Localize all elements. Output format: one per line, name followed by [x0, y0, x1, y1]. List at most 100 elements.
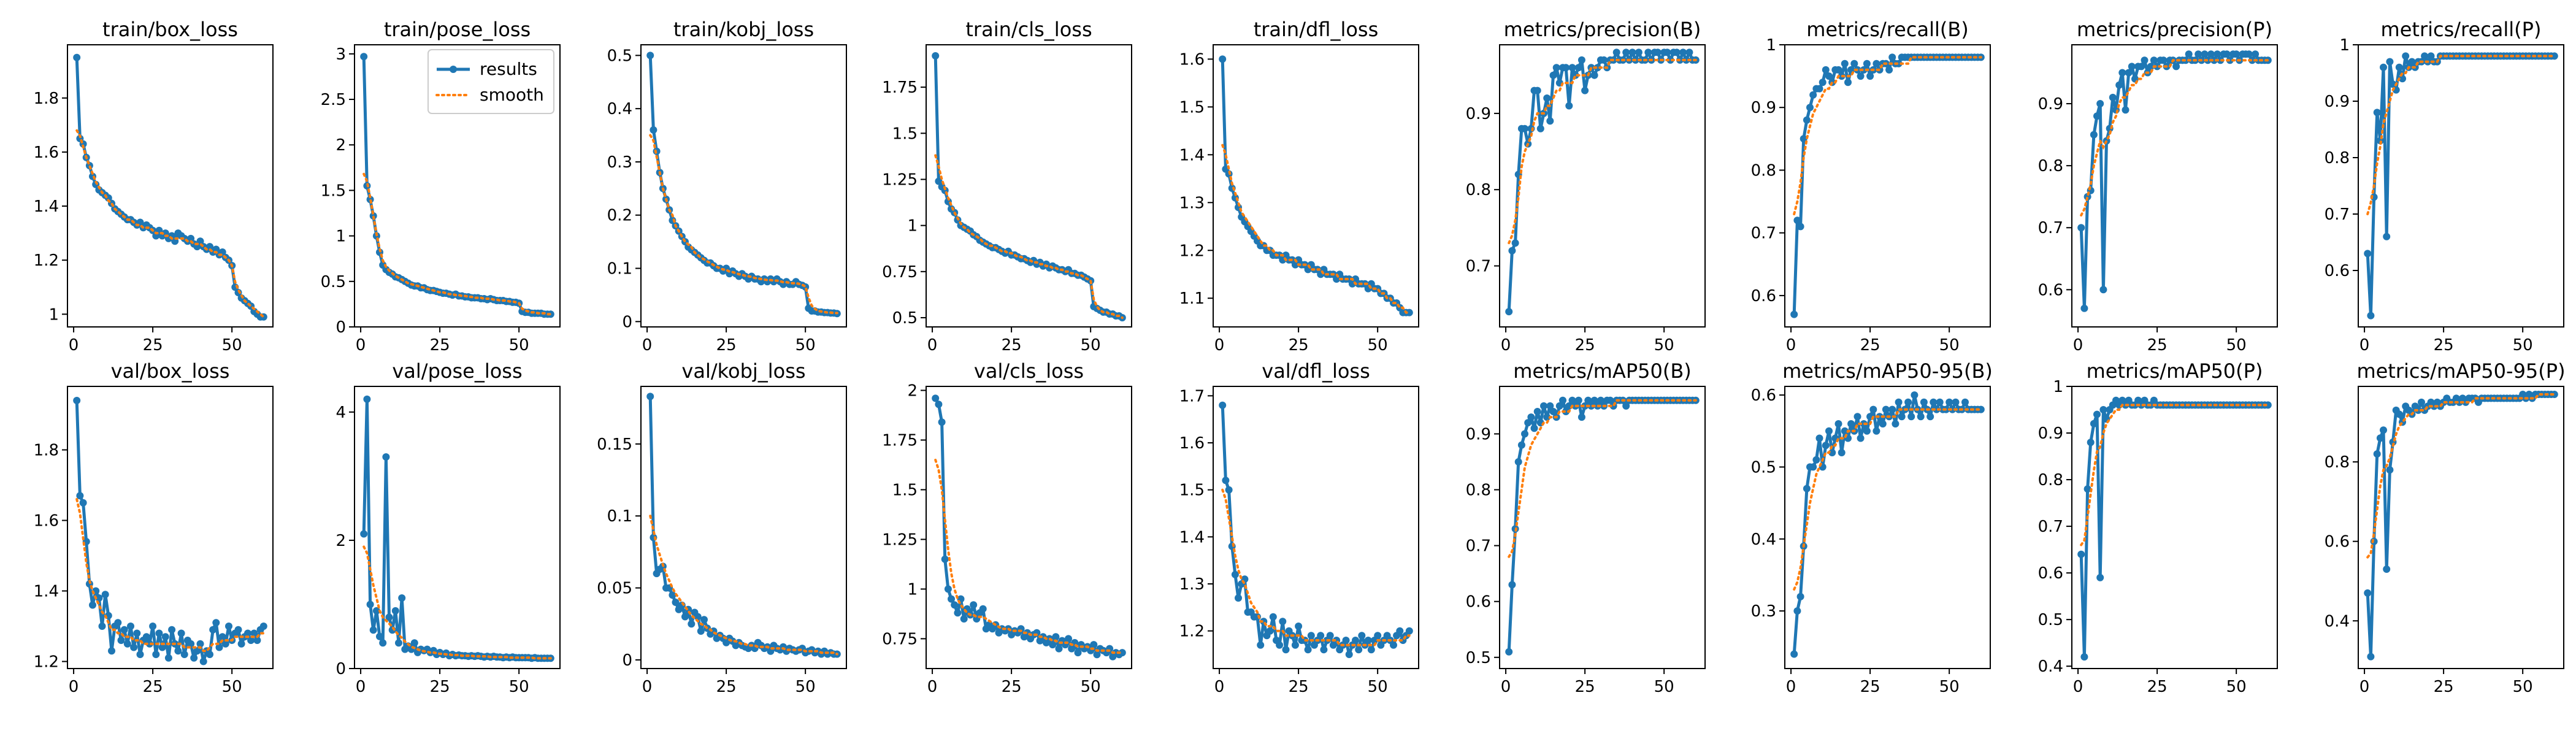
- chart-title: metrics/precision(P): [2077, 18, 2272, 41]
- results-point: [76, 492, 84, 500]
- results-point: [1892, 420, 1899, 427]
- x-tick-label: 50: [2513, 678, 2533, 696]
- y-tick-label: 0: [622, 313, 632, 331]
- y-tick-label: 0.75: [882, 263, 918, 282]
- results-point: [1345, 651, 1353, 658]
- results-point: [410, 639, 418, 647]
- results-point: [2096, 573, 2104, 581]
- results-point: [120, 626, 128, 634]
- chart-panel: val/dfl_loss 0 25 50 1.2 1.3 1.4 1.5 1.6 1.7: [1179, 359, 1419, 696]
- results-point: [1673, 48, 1681, 56]
- results-point: [1809, 463, 1817, 471]
- results-point: [948, 595, 955, 603]
- results-point: [2370, 537, 2378, 545]
- y-tick-label: 1: [335, 228, 346, 246]
- results-point: [2380, 426, 2387, 434]
- results-point: [79, 499, 87, 507]
- results-point: [2096, 100, 2104, 107]
- results-point: [221, 640, 229, 648]
- results-point: [215, 643, 223, 651]
- x-tick-label: 50: [1081, 678, 1101, 696]
- results-point: [2386, 58, 2394, 66]
- results-point: [1803, 485, 1811, 493]
- y-tick-label: 0.8: [1751, 161, 1776, 180]
- results-point: [2128, 63, 2136, 71]
- results-point: [1235, 594, 1242, 602]
- results-point: [1055, 645, 1063, 653]
- x-tick-label: 50: [795, 336, 816, 355]
- results-point: [155, 629, 163, 637]
- results-point: [1574, 64, 1582, 72]
- results-point: [2141, 56, 2149, 64]
- results-point: [2373, 450, 2381, 458]
- y-tick-label: 0.7: [1751, 224, 1776, 243]
- chart-panel: metrics/recall(B) 0 25 50 0.6 0.7 0.8 0.9 1: [1751, 18, 1991, 355]
- y-tick-label: 0: [335, 318, 346, 337]
- results-point: [1549, 71, 1557, 79]
- results-point: [1358, 632, 1366, 640]
- chart-title: val/dfl_loss: [1262, 359, 1370, 383]
- results-point: [1581, 402, 1589, 410]
- results-point: [1888, 53, 1896, 61]
- results-point: [1565, 102, 1573, 110]
- results-point: [1622, 402, 1630, 410]
- results-point: [694, 613, 702, 621]
- results-point: [954, 609, 962, 617]
- results-point: [2383, 232, 2391, 240]
- results-point: [1873, 427, 1880, 435]
- results-point: [193, 647, 201, 655]
- results-point: [1508, 247, 1516, 255]
- results-point: [1666, 56, 1674, 64]
- results-point: [1644, 48, 1652, 56]
- results-point: [1549, 408, 1557, 415]
- y-tick-label: 2: [335, 136, 346, 155]
- results-point: [1597, 396, 1604, 404]
- axes-frame: [640, 386, 847, 669]
- results-point: [2364, 589, 2372, 597]
- y-tick-label: 1.4: [34, 583, 59, 601]
- x-tick-label: 0: [2359, 336, 2370, 355]
- results-point: [1533, 408, 1541, 415]
- chart-panel: metrics/mAP50(P) 0 25 50 0.4 0.5 0.6 0.7 0.8 0.9 1: [2038, 359, 2278, 696]
- results-point: [1838, 449, 1846, 456]
- results-point: [89, 601, 96, 609]
- results-point: [363, 395, 371, 403]
- results-point: [1511, 239, 1519, 247]
- results-point: [646, 393, 654, 401]
- results-point: [2210, 56, 2218, 64]
- results-point: [2373, 109, 2381, 117]
- results-point: [1815, 434, 1823, 442]
- axes-frame: [1213, 44, 1419, 328]
- results-point: [2109, 93, 2117, 101]
- y-tick-label: 0.3: [1751, 602, 1776, 621]
- y-tick-label: 0.5: [321, 273, 346, 291]
- y-tick-label: 0.4: [2325, 612, 2350, 631]
- results-point: [1952, 398, 1960, 406]
- results-point: [117, 637, 125, 644]
- chart-panel: train/kobj_loss 0 25 50 0 0.1 0.2 0.3 0.4 0.5: [607, 18, 847, 355]
- results-point: [1793, 217, 1801, 224]
- axes-frame: [2071, 386, 2278, 669]
- results-point: [2137, 63, 2145, 71]
- results-point: [1527, 413, 1535, 421]
- x-tick-label: 50: [1654, 678, 1674, 696]
- results-point: [145, 640, 153, 648]
- results-point: [382, 453, 390, 461]
- results-point: [2087, 439, 2095, 447]
- x-tick-label: 50: [2226, 336, 2247, 355]
- results-point: [1930, 398, 1938, 406]
- results-point: [1606, 396, 1614, 404]
- results-point: [158, 643, 166, 651]
- y-tick-label: 0.6: [2325, 533, 2350, 551]
- results-point: [1600, 56, 1608, 64]
- smooth-line: [649, 515, 838, 656]
- results-point: [2214, 50, 2221, 58]
- results-point: [1850, 59, 1858, 67]
- x-tick-label: 25: [430, 336, 450, 355]
- results-point: [2195, 50, 2202, 58]
- results-point: [1860, 66, 1868, 74]
- x-tick-label: 0: [1786, 678, 1796, 696]
- results-point: [1834, 66, 1842, 74]
- results-point: [932, 394, 940, 402]
- results-point: [2367, 653, 2375, 661]
